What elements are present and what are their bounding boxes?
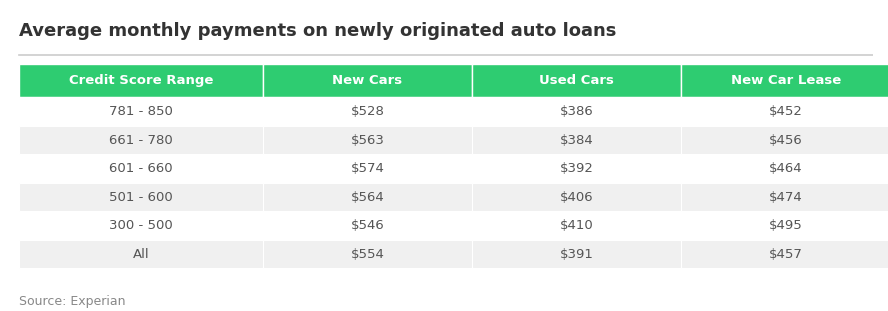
FancyBboxPatch shape [681,126,888,154]
FancyBboxPatch shape [681,64,888,97]
FancyBboxPatch shape [681,97,888,126]
Text: New Cars: New Cars [332,74,402,87]
FancyBboxPatch shape [263,240,472,268]
Text: $495: $495 [769,219,803,232]
FancyBboxPatch shape [681,183,888,211]
Text: 661 - 780: 661 - 780 [109,134,172,147]
Text: Average monthly payments on newly originated auto loans: Average monthly payments on newly origin… [19,22,616,40]
Text: $456: $456 [769,134,803,147]
Text: $391: $391 [559,248,593,261]
FancyBboxPatch shape [263,126,472,154]
FancyBboxPatch shape [19,64,263,97]
Text: 501 - 600: 501 - 600 [109,191,172,204]
Text: $528: $528 [351,105,385,118]
FancyBboxPatch shape [681,211,888,240]
Text: $452: $452 [769,105,803,118]
Text: 601 - 660: 601 - 660 [109,162,172,175]
FancyBboxPatch shape [472,154,681,183]
FancyBboxPatch shape [263,211,472,240]
Text: $564: $564 [351,191,385,204]
Text: $574: $574 [351,162,385,175]
Text: $384: $384 [559,134,593,147]
Text: $474: $474 [769,191,803,204]
Text: Used Cars: Used Cars [539,74,614,87]
FancyBboxPatch shape [19,97,263,126]
Text: $563: $563 [351,134,385,147]
FancyBboxPatch shape [472,240,681,268]
Text: $406: $406 [559,191,593,204]
Text: $386: $386 [559,105,593,118]
Text: Credit Score Range: Credit Score Range [68,74,213,87]
FancyBboxPatch shape [19,240,263,268]
Text: $464: $464 [769,162,803,175]
FancyBboxPatch shape [19,183,263,211]
Text: $410: $410 [559,219,593,232]
Text: Source: Experian: Source: Experian [19,295,125,309]
Text: $546: $546 [351,219,385,232]
FancyBboxPatch shape [19,154,263,183]
FancyBboxPatch shape [472,97,681,126]
FancyBboxPatch shape [263,154,472,183]
FancyBboxPatch shape [19,211,263,240]
FancyBboxPatch shape [472,183,681,211]
Text: All: All [132,248,149,261]
Text: 781 - 850: 781 - 850 [109,105,173,118]
FancyBboxPatch shape [19,126,263,154]
FancyBboxPatch shape [472,211,681,240]
FancyBboxPatch shape [263,97,472,126]
Text: $554: $554 [351,248,385,261]
FancyBboxPatch shape [472,64,681,97]
FancyBboxPatch shape [263,183,472,211]
Text: New Car Lease: New Car Lease [731,74,841,87]
Text: $457: $457 [769,248,803,261]
Text: 300 - 500: 300 - 500 [109,219,172,232]
Text: $392: $392 [559,162,593,175]
FancyBboxPatch shape [472,126,681,154]
FancyBboxPatch shape [263,64,472,97]
FancyBboxPatch shape [681,240,888,268]
FancyBboxPatch shape [681,154,888,183]
